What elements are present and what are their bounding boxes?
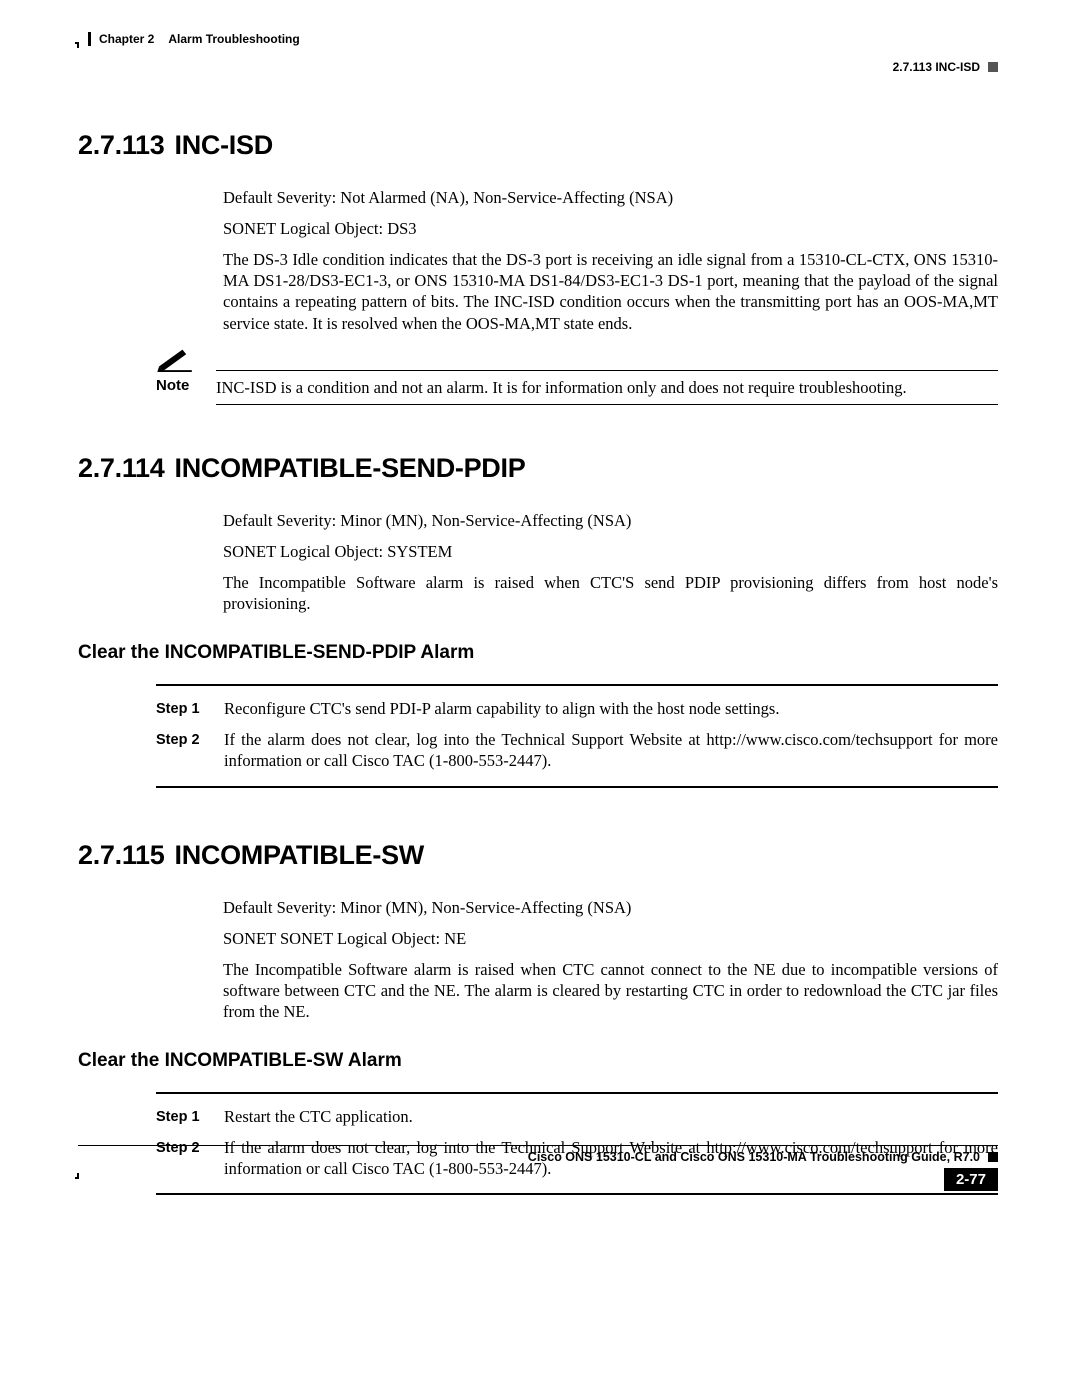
severity-line: Default Severity: Minor (MN), Non-Servic… [223,897,998,918]
section-number: 2.7.113 [78,130,165,160]
step-label: Step 2 [156,729,224,771]
procedure-heading: Clear the INCOMPATIBLE-SEND-PDIP Alarm [78,642,998,664]
running-header-right: 2.7.113 INC-ISD [78,60,998,74]
section-number: 2.7.115 [78,840,165,870]
section-inc-isd: 2.7.113 INC-ISD Default Severity: Not Ala… [78,130,998,411]
page-number-badge: 2-77 [944,1168,998,1191]
step-label: Step 1 [156,698,224,719]
footer-square-icon [988,1152,998,1162]
footer-doc-title: Cisco ONS 15310-CL and Cisco ONS 15310-M… [78,1150,980,1164]
running-header-left: Chapter 2 Alarm Troubleshooting [88,32,998,46]
step-row: Step 1 Restart the CTC application. [156,1106,998,1127]
section-heading: 2.7.114 INCOMPATIBLE-SEND-PDIP [78,453,998,484]
section-incompatible-sw: 2.7.115 INCOMPATIBLE-SW Default Severity:… [78,840,998,1196]
object-line: SONET Logical Object: SYSTEM [223,541,998,562]
section-heading: 2.7.113 INC-ISD [78,130,998,161]
step-text: If the alarm does not clear, log into th… [224,729,998,771]
steps-rule-top [156,1092,998,1094]
header-section-ref: 2.7.113 INC-ISD [893,60,980,74]
footer-rule [78,1145,998,1146]
step-text: Restart the CTC application. [224,1106,998,1127]
header-square-icon [988,62,998,72]
step-row: Step 2 If the alarm does not clear, log … [156,729,998,771]
object-line: SONET Logical Object: DS3 [223,218,998,239]
section-incompatible-send-pdip: 2.7.114 INCOMPATIBLE-SEND-PDIP Default Se… [78,453,998,788]
object-line: SONET SONET Logical Object: NE [223,928,998,949]
severity-line: Default Severity: Minor (MN), Non-Servic… [223,510,998,531]
note-block: Note INC-ISD is a condition and not an a… [156,344,998,411]
severity-line: Default Severity: Not Alarmed (NA), Non-… [223,187,998,208]
body-paragraph: The DS-3 Idle condition indicates that t… [223,249,998,333]
steps-rule-bottom [156,786,998,788]
note-text: INC-ISD is a condition and not an alarm.… [216,377,998,398]
body-paragraph: The Incompatible Software alarm is raise… [223,572,998,614]
header-bar-icon [88,32,91,46]
note-label: Note [156,377,216,394]
section-title: INCOMPATIBLE-SW [175,840,424,870]
steps-rule-bottom [156,1193,998,1195]
steps-block: Step 1 Reconfigure CTC's send PDI-P alar… [156,684,998,787]
page-footer: Cisco ONS 15310-CL and Cisco ONS 15310-M… [78,1145,998,1191]
page-content: Chapter 2 Alarm Troubleshooting 2.7.113 … [78,32,998,1195]
steps-rule-top [156,684,998,686]
step-label: Step 1 [156,1106,224,1127]
body-paragraph: The Incompatible Software alarm is raise… [223,959,998,1022]
step-row: Step 1 Reconfigure CTC's send PDI-P alar… [156,698,998,719]
section-title: INCOMPATIBLE-SEND-PDIP [175,453,526,483]
section-number: 2.7.114 [78,453,165,483]
chapter-title: Alarm Troubleshooting [168,32,299,46]
section-heading: 2.7.115 INCOMPATIBLE-SW [78,840,998,871]
step-text: Reconfigure CTC's send PDI-P alarm capab… [224,698,998,719]
chapter-label: Chapter 2 [99,32,154,46]
procedure-heading: Clear the INCOMPATIBLE-SW Alarm [78,1050,998,1072]
section-title: INC-ISD [175,130,273,160]
note-pencil-icon [156,344,216,377]
